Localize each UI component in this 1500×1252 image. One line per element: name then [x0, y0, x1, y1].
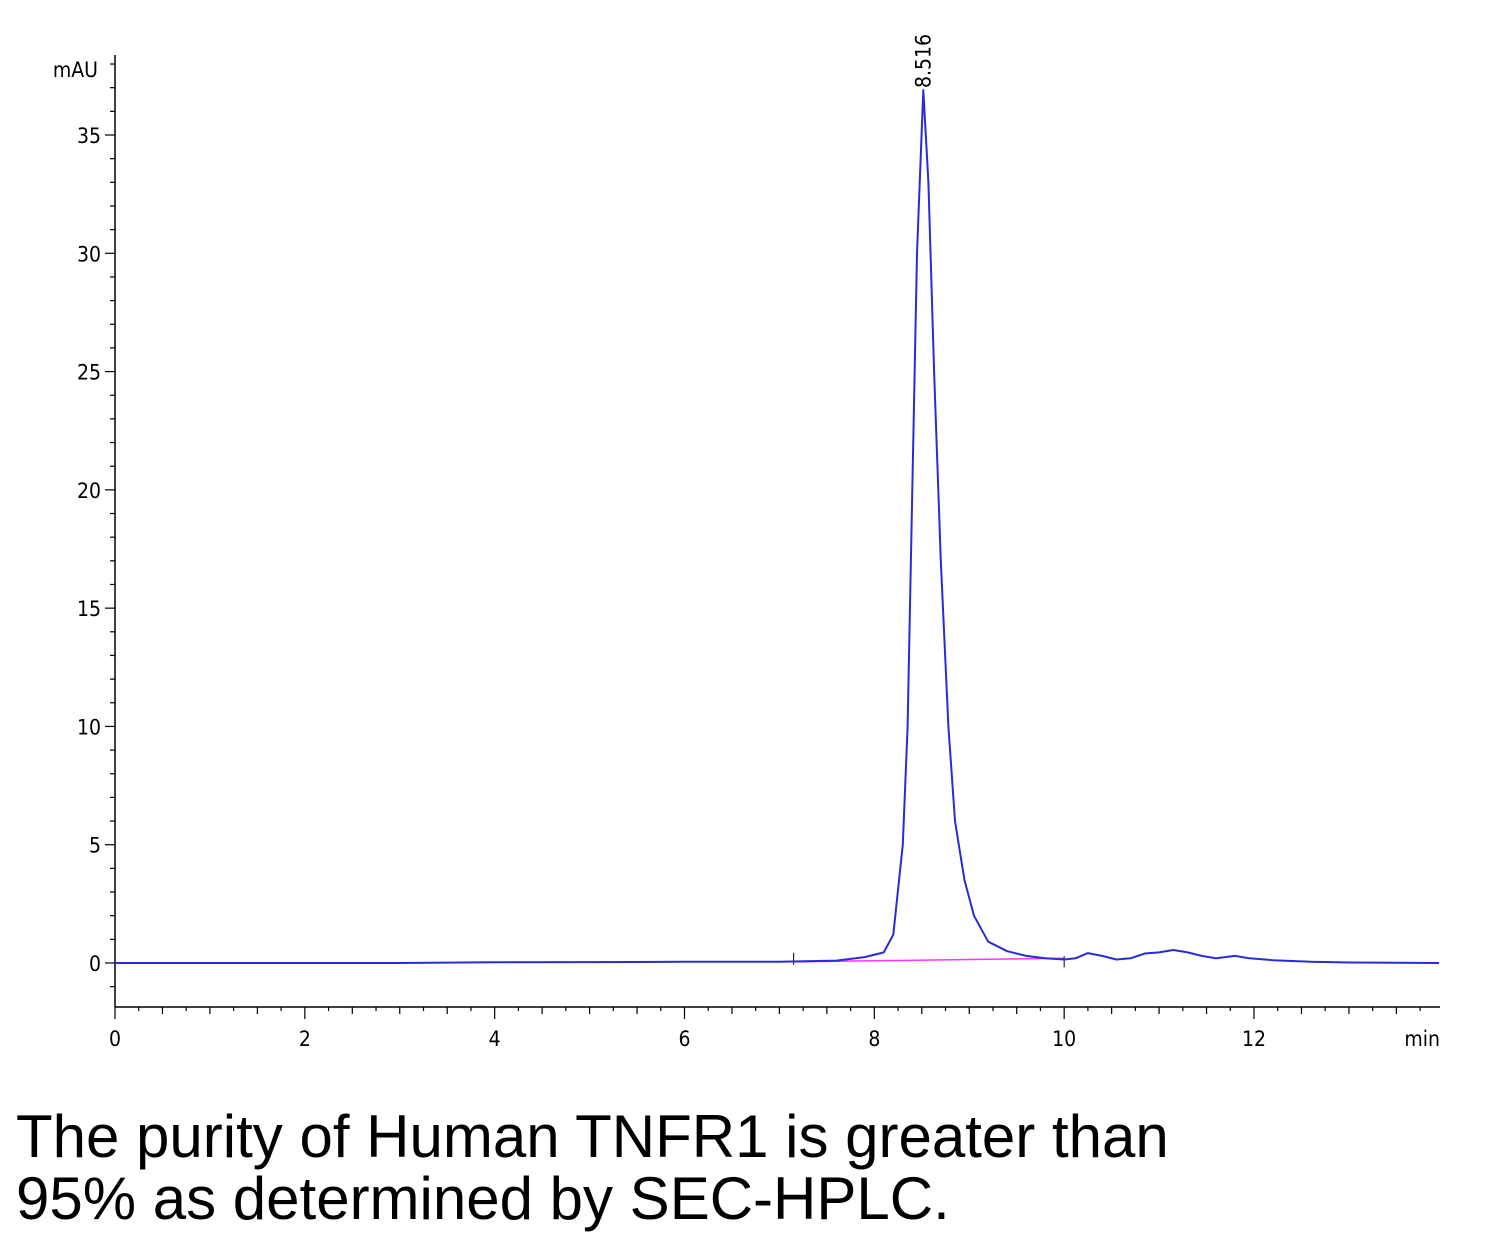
x-tick-label: 4 — [489, 1027, 501, 1051]
x-tick-label: 10 — [1052, 1027, 1076, 1051]
purity-caption: The purity of Human TNFR1 is greater tha… — [16, 1106, 1436, 1230]
axes: 0 5 10 15 20 25 30 35 0 2 4 6 8 10 12 — [77, 55, 1440, 1051]
caption-line-1: The purity of Human TNFR1 is greater tha… — [16, 1103, 1169, 1170]
y-tick-label: 10 — [77, 715, 101, 739]
chromatogram-trace — [115, 89, 1440, 964]
x-tick-label: 0 — [109, 1027, 121, 1051]
x-tick-label: 8 — [868, 1027, 880, 1051]
x-tick-label: 12 — [1242, 1027, 1266, 1051]
y-tick-label: 25 — [77, 361, 101, 385]
plot-area: 8.516 — [115, 34, 1440, 968]
x-axis-label: min — [1404, 1027, 1440, 1051]
x-tick-label: 2 — [299, 1027, 311, 1051]
y-tick-label: 5 — [89, 834, 101, 858]
y-axis-label: mAU — [53, 58, 98, 82]
x-tick-label: 6 — [678, 1027, 690, 1051]
chromatogram-chart: 0 5 10 15 20 25 30 35 0 2 4 6 8 10 12 8.516 mAU min — [53, 34, 1440, 1051]
y-tick-label: 15 — [77, 597, 101, 621]
caption-line-2: 95% as determined by SEC-HPLC. — [16, 1165, 950, 1232]
y-tick-label: 35 — [77, 124, 101, 148]
peak-retention-label: 8.516 — [911, 34, 935, 88]
y-tick-label: 20 — [77, 479, 101, 503]
y-tick-label: 30 — [77, 242, 101, 266]
y-tick-label: 0 — [89, 952, 101, 976]
